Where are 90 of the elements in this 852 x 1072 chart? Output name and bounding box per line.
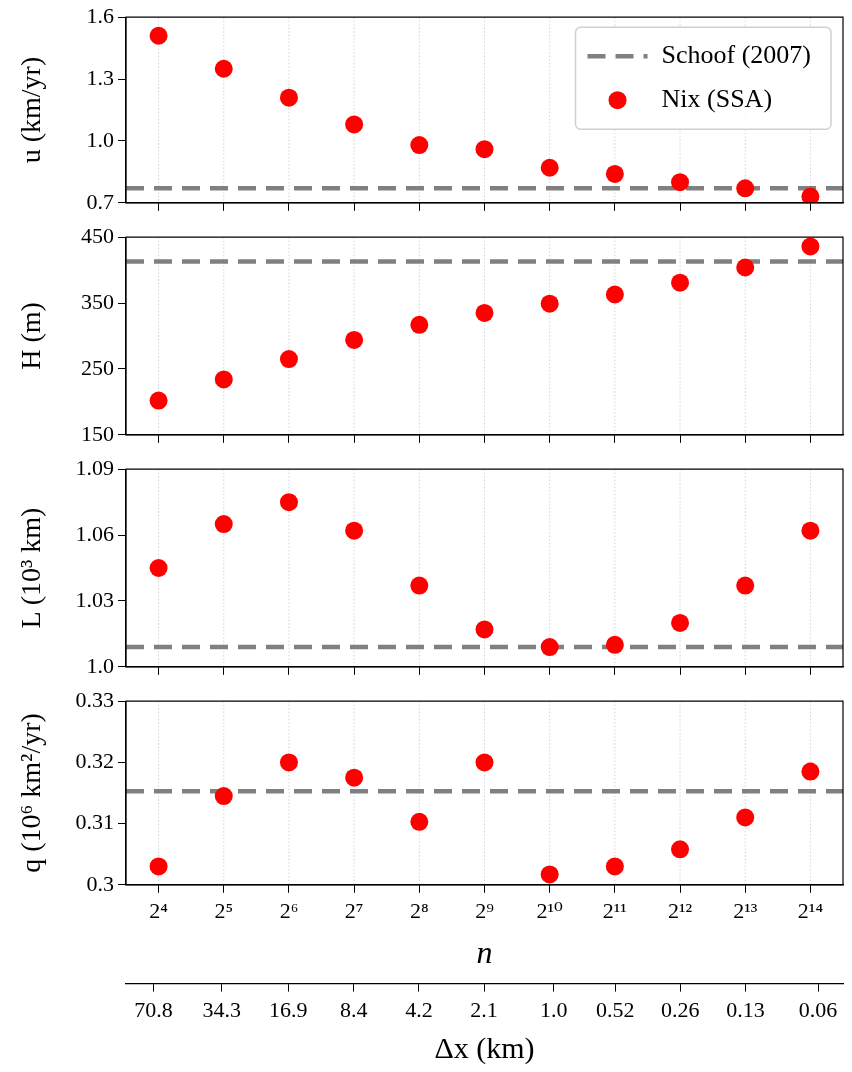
- point: [671, 613, 690, 632]
- x2-axis-title: Δx (km): [434, 1030, 535, 1065]
- point: [605, 285, 624, 304]
- point: [214, 787, 233, 806]
- x-tick-label: 2⁴: [149, 897, 169, 923]
- x2-tick-label: 4.2: [405, 996, 433, 1022]
- point: [605, 164, 624, 183]
- x-tick-label: 2¹¹: [602, 897, 627, 923]
- point: [801, 187, 820, 203]
- x-tick-label: 2¹⁴: [797, 897, 824, 923]
- point: [214, 515, 233, 534]
- point: [345, 330, 364, 349]
- point: [605, 635, 624, 654]
- x-tick-label: 2¹²: [667, 897, 693, 923]
- point: [736, 576, 755, 595]
- point: [214, 59, 233, 78]
- point: [605, 857, 624, 876]
- legend-label: Schoof (2007): [661, 40, 812, 70]
- x-tick-label: 2⁵: [214, 897, 234, 923]
- x2-tick-label: 16.9: [268, 996, 308, 1022]
- point: [214, 370, 233, 389]
- y-tick-label: 0.3: [86, 870, 114, 896]
- point: [475, 620, 494, 639]
- point: [671, 173, 690, 192]
- point: [279, 350, 298, 369]
- point: [345, 768, 364, 787]
- y-axis-title: H (m): [15, 302, 47, 370]
- point: [149, 857, 168, 876]
- point: [279, 753, 298, 772]
- x-tick-label: 2¹³: [733, 897, 758, 923]
- y-tick-label: 1.0: [86, 652, 114, 678]
- y-tick-label: 1.03: [75, 586, 114, 612]
- point: [410, 812, 429, 831]
- point: [801, 762, 820, 781]
- point: [149, 559, 168, 577]
- point: [540, 294, 559, 313]
- x-tick-label: 2¹⁰: [536, 897, 564, 923]
- x-tick-label: 2⁹: [475, 897, 495, 923]
- y-tick-label: 250: [81, 354, 114, 380]
- x2-tick-label: 1.0: [540, 996, 568, 1022]
- x2-tick-label: 0.06: [798, 996, 838, 1022]
- point: [410, 315, 429, 334]
- y-axis-title: L (10³ km): [15, 507, 47, 629]
- y-tick-label: 150: [81, 420, 114, 446]
- y-tick-label: 0.7: [86, 188, 114, 214]
- point: [540, 865, 559, 884]
- y-tick-label: 1.3: [86, 64, 114, 90]
- point: [345, 115, 364, 134]
- point: [410, 136, 429, 155]
- x-axis-title: n: [476, 933, 493, 970]
- point: [671, 840, 690, 859]
- y-tick-label: 1.09: [75, 454, 114, 480]
- y-tick-label: 350: [81, 288, 114, 314]
- x2-tick-label: 0.52: [595, 996, 635, 1022]
- point: [475, 303, 494, 322]
- x2-tick-label: 8.4: [340, 996, 368, 1022]
- y-tick-label: 1.0: [86, 126, 114, 152]
- x2-tick-label: 0.13: [726, 996, 765, 1022]
- point: [410, 576, 429, 595]
- y-tick-label: 1.6: [86, 2, 114, 28]
- point: [279, 493, 298, 512]
- y-tick-label: 450: [81, 222, 114, 248]
- x-tick-label: 2⁶: [279, 897, 299, 923]
- x2-tick-label: 34.3: [202, 996, 241, 1022]
- point: [736, 179, 755, 198]
- x2-tick-label: 2.1: [470, 996, 498, 1022]
- x-tick-label: 2⁸: [409, 897, 429, 923]
- point: [736, 258, 755, 277]
- point: [475, 753, 494, 772]
- y-tick-label: 0.31: [75, 809, 114, 835]
- x2-tick-label: 70.8: [134, 996, 173, 1022]
- point: [475, 140, 494, 159]
- y-axis-title: q (10⁶ km²/yr): [15, 713, 47, 873]
- point: [345, 521, 364, 540]
- y-tick-label: 0.33: [75, 686, 114, 712]
- point: [540, 158, 559, 177]
- x-tick-label: 2⁷: [344, 897, 364, 923]
- y-tick-label: 1.06: [75, 520, 114, 546]
- y-tick-label: 0.32: [75, 748, 114, 774]
- point: [149, 391, 168, 410]
- point: [801, 521, 820, 540]
- point: [671, 273, 690, 292]
- y-axis-title: u (km/yr): [15, 56, 47, 164]
- point: [149, 26, 168, 45]
- point: [801, 237, 820, 256]
- x2-tick-label: 0.26: [661, 996, 700, 1022]
- point: [279, 88, 298, 107]
- legend-label: Nix (SSA): [661, 84, 773, 114]
- point: [736, 808, 755, 827]
- point: [540, 638, 559, 657]
